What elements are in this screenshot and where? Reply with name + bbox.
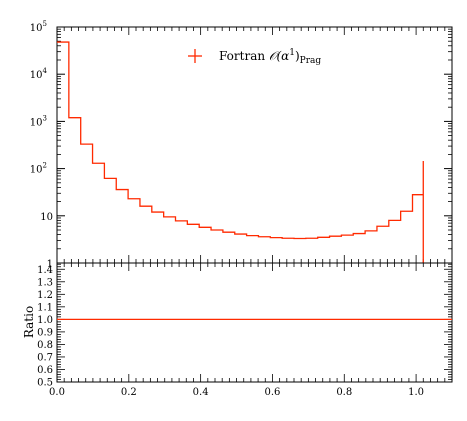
main-y-tick-label: 104	[30, 67, 48, 81]
main-y-tick-label: 102	[30, 162, 47, 176]
main-panel-y-tick-labels: 1 10 102 103 104 105	[30, 20, 53, 270]
ratio-panel-y-tick-labels: 0.5 0.6 0.70.8 0.91.0 1.11.2 1.31.4	[37, 265, 53, 389]
legend-label: Fortran 𝒪(α1)Prag	[219, 48, 321, 66]
main-y-tick-label: 103	[30, 114, 47, 128]
ratio-y-tick-label: 0.7	[37, 352, 53, 363]
x-axis-tick-labels: 0.0 0.2 0.4 0.6 0.8 1.0	[49, 387, 424, 398]
x-tick-label: 0.0	[49, 387, 65, 398]
main-y-tick-label: 10	[40, 212, 53, 223]
ratio-panel-frame	[56, 262, 453, 383]
x-tick-label: 0.8	[336, 387, 352, 398]
ratio-y-tick-label: 1.1	[37, 302, 53, 313]
x-tick-label: 1.0	[408, 387, 424, 398]
ratio-y-tick-label: 0.9	[37, 327, 53, 338]
ratio-axis-title: Ratio	[22, 306, 36, 338]
ratio-y-tick-label: 1.2	[37, 290, 53, 301]
x-tick-label: 0.2	[121, 387, 137, 398]
main-y-tick-label: 1	[47, 259, 53, 270]
ratio-y-tick-label: 1.0	[37, 315, 53, 326]
legend: Fortran 𝒪(α1)Prag	[188, 48, 321, 66]
main-y-tick-label: 105	[30, 20, 47, 34]
ratio-y-tick-label: 0.5	[37, 378, 53, 389]
ratio-y-tick-label: 1.4	[37, 265, 53, 276]
x-tick-label: 0.6	[265, 387, 281, 398]
x-tick-label: 0.4	[193, 387, 209, 398]
ratio-y-tick-label: 0.8	[37, 340, 53, 351]
ratio-panel: 0.50.60.70.80.91.01.11.21.31.4 0.0 0.2 0.4…	[22, 262, 453, 398]
main-panel-ticks	[56, 26, 453, 264]
ratio-panel-ticks	[56, 263, 453, 383]
histogram-series-line	[57, 41, 424, 263]
ratio-y-tick-label: 0.6	[37, 365, 53, 376]
ratio-y-tick-label: 1.3	[37, 277, 53, 288]
main-panel: 1 10 102 103 104 105 Fortran 𝒪(α1)Prag	[30, 20, 453, 270]
